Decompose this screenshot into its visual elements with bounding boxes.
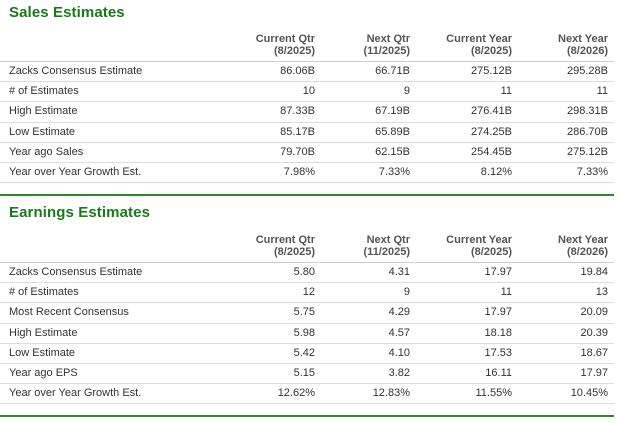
cell-value: 7.33% [518,162,614,184]
column-header-next-qtr: Next Qtr (11/2025) [321,33,416,62]
section-divider [0,194,614,196]
table-row: Year ago Sales 79.70B 62.15B 254.45B 275… [0,142,614,163]
sales-estimates-section: Sales Estimates Current Qtr (8/2025) Next… [0,0,620,198]
cell-value: 254.45B [416,142,518,163]
sales-estimates-title: Sales Estimates [9,4,125,21]
table-row: # of Estimates 12 9 11 13 [0,282,614,304]
section-divider [0,415,614,417]
row-label: High Estimate [0,323,225,344]
cell-value: 65.89B [321,122,416,143]
row-label: # of Estimates [0,81,225,103]
cell-value: 275.12B [518,142,614,163]
cell-value: 4.29 [321,302,416,324]
cell-value: 5.75 [225,302,321,324]
row-label: Zacks Consensus Estimate [0,262,225,284]
cell-value: 8.12% [416,162,518,184]
cell-value: 87.33B [225,101,321,123]
table-row: High Estimate 5.98 4.57 18.18 20.39 [0,323,614,344]
cell-value: 5.15 [225,363,321,385]
header-blank [0,33,225,62]
table-row: Low Estimate 5.42 4.10 17.53 18.67 [0,343,614,364]
cell-value: 62.15B [321,142,416,163]
column-header-next-year: Next Year (8/2026) [518,33,614,62]
cell-value: 20.09 [518,302,614,324]
sales-estimates-table: Current Qtr (8/2025) Next Qtr (11/2025) Cu… [0,33,614,184]
cell-value: 298.31B [518,101,614,123]
cell-value: 17.97 [416,302,518,324]
cell-value: 86.06B [225,61,321,83]
column-header-next-qtr: Next Qtr (11/2025) [321,234,416,263]
cell-value: 5.98 [225,323,321,344]
earnings-estimates-table: Current Qtr (8/2025) Next Qtr (11/2025) Cu… [0,234,614,405]
cell-value: 12.62% [225,383,321,405]
cell-value: 20.39 [518,323,614,344]
cell-value: 79.70B [225,142,321,163]
cell-value: 7.98% [225,162,321,184]
cell-value: 67.19B [321,101,416,123]
cell-value: 10.45% [518,383,614,405]
table-row: Most Recent Consensus 5.75 4.29 17.97 20… [0,302,614,324]
table-header-row: Current Qtr (8/2025) Next Qtr (11/2025) Cu… [0,33,614,62]
cell-value: 4.31 [321,262,416,284]
cell-value: 66.71B [321,61,416,83]
row-label: High Estimate [0,101,225,123]
earnings-estimates-title: Earnings Estimates [9,204,151,221]
cell-value: 13 [518,282,614,304]
table-row: Year ago EPS 5.15 3.82 16.11 17.97 [0,363,614,385]
cell-value: 11 [518,81,614,103]
row-label: Most Recent Consensus [0,302,225,324]
cell-value: 5.42 [225,343,321,364]
cell-value: 12.83% [321,383,416,405]
table-row: Zacks Consensus Estimate 5.80 4.31 17.97… [0,262,614,284]
cell-value: 9 [321,81,416,103]
cell-value: 7.33% [321,162,416,184]
cell-value: 11.55% [416,383,518,405]
table-row: High Estimate 87.33B 67.19B 276.41B 298.… [0,101,614,123]
cell-value: 18.67 [518,343,614,364]
cell-value: 17.53 [416,343,518,364]
cell-value: 18.18 [416,323,518,344]
table-row: Year over Year Growth Est. 12.62% 12.83%… [0,383,614,405]
cell-value: 85.17B [225,122,321,143]
cell-value: 16.11 [416,363,518,385]
column-header-current-year: Current Year (8/2025) [416,234,518,263]
cell-value: 4.10 [321,343,416,364]
cell-value: 286.70B [518,122,614,143]
cell-value: 11 [416,81,518,103]
row-label: Year over Year Growth Est. [0,162,225,184]
cell-value: 275.12B [416,61,518,83]
cell-value: 9 [321,282,416,304]
column-header-next-year: Next Year (8/2026) [518,234,614,263]
cell-value: 274.25B [416,122,518,143]
table-row: Year over Year Growth Est. 7.98% 7.33% 8… [0,162,614,184]
row-label: Zacks Consensus Estimate [0,61,225,83]
column-header-current-year: Current Year (8/2025) [416,33,518,62]
column-header-current-qtr: Current Qtr (8/2025) [225,33,321,62]
cell-value: 276.41B [416,101,518,123]
cell-value: 17.97 [518,363,614,385]
row-label: Low Estimate [0,343,225,364]
row-label: Year ago Sales [0,142,225,163]
cell-value: 19.84 [518,262,614,284]
cell-value: 3.82 [321,363,416,385]
row-label: Year over Year Growth Est. [0,383,225,405]
cell-value: 5.80 [225,262,321,284]
table-row: Low Estimate 85.17B 65.89B 274.25B 286.7… [0,122,614,143]
cell-value: 12 [225,282,321,304]
table-row: # of Estimates 10 9 11 11 [0,81,614,103]
table-header-row: Current Qtr (8/2025) Next Qtr (11/2025) Cu… [0,234,614,263]
cell-value: 17.97 [416,262,518,284]
cell-value: 11 [416,282,518,304]
cell-value: 295.28B [518,61,614,83]
column-header-current-qtr: Current Qtr (8/2025) [225,234,321,263]
earnings-estimates-section: Earnings Estimates Current Qtr (8/2025) N… [0,200,620,423]
row-label: Year ago EPS [0,363,225,385]
cell-value: 4.57 [321,323,416,344]
header-blank [0,234,225,263]
table-row: Zacks Consensus Estimate 86.06B 66.71B 2… [0,61,614,83]
row-label: # of Estimates [0,282,225,304]
cell-value: 10 [225,81,321,103]
row-label: Low Estimate [0,122,225,143]
